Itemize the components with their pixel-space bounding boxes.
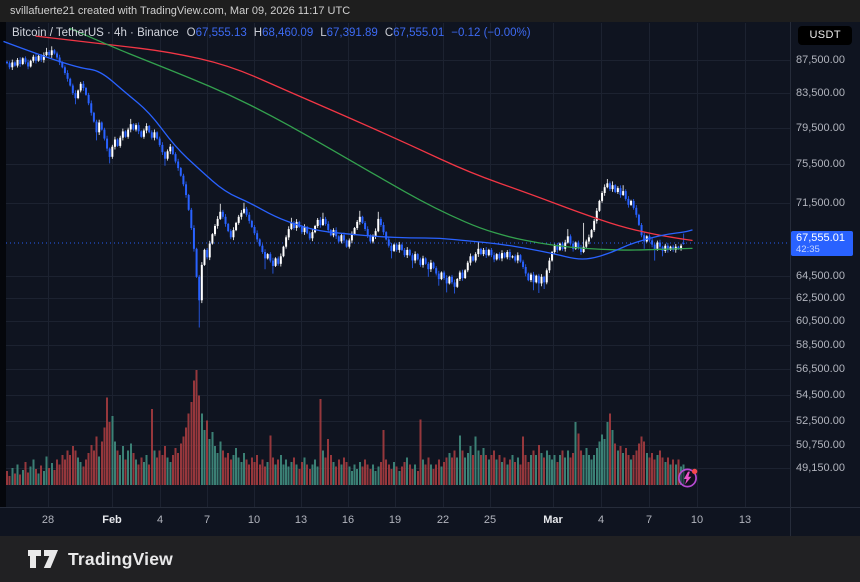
ma-fast-blue xyxy=(3,40,693,260)
time-axis-label: 10 xyxy=(690,514,704,526)
grid-lines xyxy=(6,23,790,507)
ma-mid-green xyxy=(69,27,693,251)
price-axis-label: 71,500.00 xyxy=(796,197,845,209)
axis-borders xyxy=(0,22,860,536)
change-value: −0.12 (−0.00%) xyxy=(451,27,531,39)
price-axis-label: 87,500.00 xyxy=(796,54,845,66)
notification-dot xyxy=(691,468,698,475)
price-axis-label: 58,500.00 xyxy=(796,339,845,351)
candles xyxy=(6,46,685,328)
price-axis[interactable]: 87,500.00 83,500.00 79,500.00 75,500.00 71,5… xyxy=(790,22,860,507)
close-value: C67,555.01 xyxy=(384,27,445,39)
price-axis-label: 83,500.00 xyxy=(796,87,845,99)
price-axis-label: 60,500.00 xyxy=(796,315,845,327)
low-value: L67,391.89 xyxy=(320,27,378,39)
tradingview-wordmark: TradingView xyxy=(68,548,173,569)
time-axis-label: 7 xyxy=(203,514,211,526)
left-margin xyxy=(0,22,6,507)
lightning-boost-icon[interactable] xyxy=(676,466,700,490)
open-value: O67,555.13 xyxy=(186,27,247,39)
price-axis-label: 50,750.00 xyxy=(796,439,845,451)
current-price-value: 67,555.01 xyxy=(796,232,845,244)
price-axis-label: 62,500.00 xyxy=(796,292,845,304)
time-axis-label: Feb xyxy=(102,514,122,526)
time-axis-label: 13 xyxy=(294,514,308,526)
price-axis-label: 49,150.00 xyxy=(796,462,845,474)
bar-countdown: 42:35 xyxy=(796,244,820,255)
time-axis-label: 25 xyxy=(483,514,497,526)
time-axis-label: 4 xyxy=(597,514,605,526)
time-axis-label: 28 xyxy=(41,514,55,526)
price-axis-label: 56,500.00 xyxy=(796,363,845,375)
time-axis[interactable]: 28 Feb 4 7 10 13 16 19 22 25 Mar 4 7 10 13 xyxy=(0,507,860,536)
tradingview-logo-icon xyxy=(28,550,58,568)
attribution-bar: svillafuerte21 created with TradingView.… xyxy=(0,0,860,22)
high-value: H68,460.09 xyxy=(253,27,314,39)
footer-bar: TradingView xyxy=(0,536,860,582)
time-axis-label: 16 xyxy=(341,514,355,526)
price-axis-label: 54,500.00 xyxy=(796,389,845,401)
current-price-label: 67,555.01 42:35 xyxy=(791,231,853,256)
chart-region: Bitcoin / TetherUS · 4h · Binance O67,55… xyxy=(0,22,860,536)
time-axis-label: 13 xyxy=(738,514,752,526)
tradingview-logo[interactable]: TradingView xyxy=(28,549,173,570)
time-axis-label: 7 xyxy=(645,514,653,526)
attribution-text: svillafuerte21 created with TradingView.… xyxy=(10,5,351,17)
time-axis-label: 22 xyxy=(436,514,450,526)
bolt-glyph xyxy=(683,471,692,485)
time-axis-label: Mar xyxy=(543,514,563,526)
volume-series xyxy=(6,370,685,486)
price-axis-label: 52,500.00 xyxy=(796,415,845,427)
price-axis-label: 79,500.00 xyxy=(796,122,845,134)
ohlc-values: O67,555.13 H68,460.09 L67,391.89 C67,555… xyxy=(187,27,531,39)
time-axis-label: 4 xyxy=(156,514,164,526)
currency-badge[interactable]: USDT xyxy=(798,26,852,45)
ma-slow-red xyxy=(35,35,693,242)
price-axis-label: 75,500.00 xyxy=(796,158,845,170)
symbol-title[interactable]: Bitcoin / TetherUS · 4h · Binance xyxy=(12,27,179,39)
time-axis-label: 19 xyxy=(388,514,402,526)
price-axis-label: 64,500.00 xyxy=(796,270,845,282)
time-axis-label: 10 xyxy=(247,514,261,526)
symbol-info-bar[interactable]: Bitcoin / TetherUS · 4h · Binance O67,55… xyxy=(12,27,531,39)
